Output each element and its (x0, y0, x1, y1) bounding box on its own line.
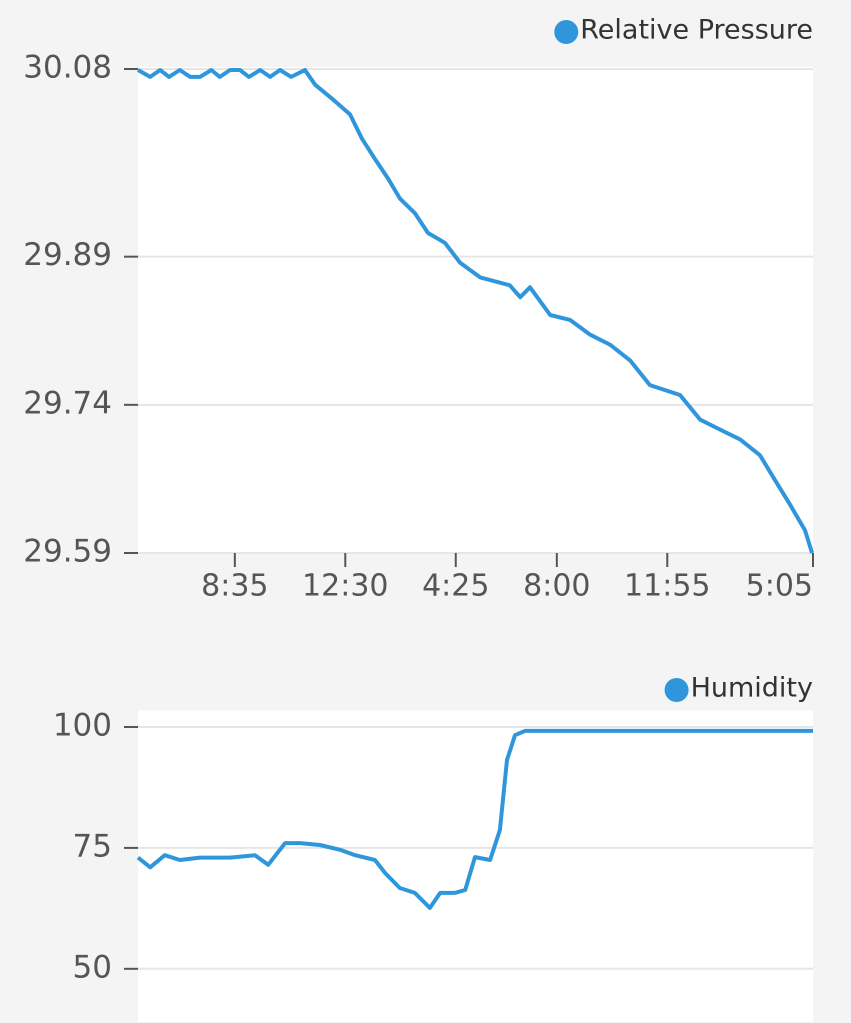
legend-label: Humidity (691, 673, 813, 704)
x-tick-label: 5:05 (746, 569, 813, 604)
plot-area (138, 67, 813, 553)
x-tick-label: 8:35 (201, 569, 268, 604)
data-line (136, 728, 813, 910)
y-tick-label: 30.08 (23, 50, 112, 86)
legend-marker (554, 20, 579, 44)
legend-marker (664, 678, 689, 702)
x-tick-label: 8:00 (523, 569, 590, 604)
y-tick-label: 50 (73, 949, 112, 985)
y-tick-label: 29.89 (23, 237, 112, 273)
x-tick-label: 4:25 (422, 569, 489, 604)
legend-label: Relative Pressure (580, 15, 813, 46)
plot-area (138, 710, 813, 1022)
y-tick-label: 29.74 (23, 385, 112, 421)
y-tick-label: 29.59 (23, 534, 112, 570)
x-tick-label: 12:30 (302, 569, 388, 604)
data-line (137, 68, 815, 554)
y-tick-label: 75 (73, 828, 112, 864)
x-tick-label: 11:55 (624, 569, 710, 604)
y-tick-label: 100 (53, 708, 112, 744)
